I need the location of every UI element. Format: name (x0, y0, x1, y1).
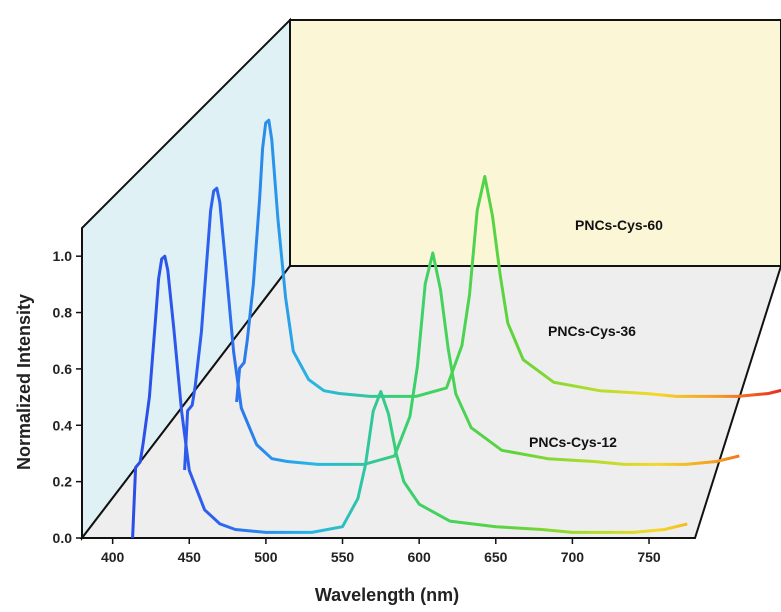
x-axis-title: Wavelength (nm) (315, 585, 459, 605)
y-tick-label: 0.8 (53, 305, 73, 321)
x-axis-ticks: 400 450 500 550 600 650 700 750 (101, 538, 661, 565)
spectra-series (131, 118, 781, 539)
y-tick-label: 0.0 (53, 530, 73, 546)
y-tick-label: 0.2 (53, 474, 73, 490)
series-label-cys-12: PNCs-Cys-12 (529, 434, 617, 450)
x-tick-label: 400 (101, 549, 125, 565)
y-tick-label: 0.4 (53, 417, 73, 433)
x-tick-label: 550 (331, 549, 355, 565)
series-label-cys-60: PNCs-Cys-60 (575, 217, 663, 233)
x-tick-label: 650 (484, 549, 508, 565)
y-tick-label: 1.0 (53, 248, 73, 264)
series-line-pncs-cys-60 (235, 118, 781, 403)
x-tick-label: 700 (561, 549, 585, 565)
x-tick-label: 750 (637, 549, 661, 565)
x-tick-label: 500 (254, 549, 278, 565)
x-tick-label: 450 (178, 549, 202, 565)
back-wall (289, 19, 781, 267)
y-axis-ticks: 0.0 0.2 0.4 0.6 0.8 1.0 (53, 248, 82, 546)
series-label-cys-36: PNCs-Cys-36 (548, 323, 636, 339)
series-line-pncs-cys-36 (183, 186, 740, 471)
y-tick-label: 0.6 (53, 361, 73, 377)
x-tick-label: 600 (407, 549, 431, 565)
series-line-pncs-cys-12 (131, 254, 688, 539)
y-axis-title: Normalized Intensity (14, 294, 34, 470)
